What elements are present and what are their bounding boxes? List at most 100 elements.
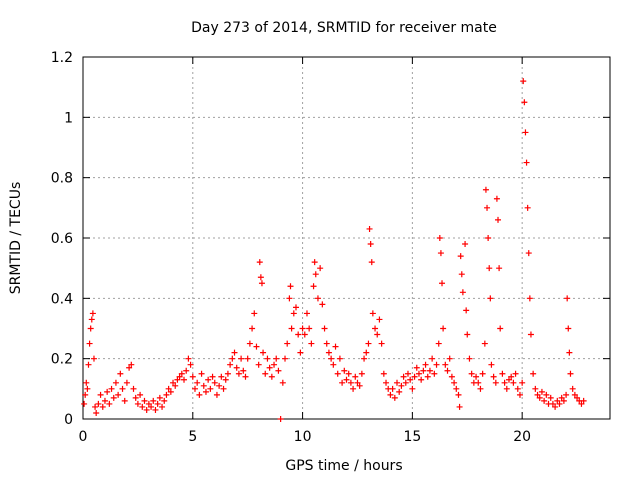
data-point <box>563 391 570 398</box>
data-point <box>242 373 249 380</box>
data-point <box>372 325 379 332</box>
data-point <box>341 367 348 374</box>
data-point <box>426 367 433 374</box>
grid-lines <box>83 57 610 419</box>
data-point <box>196 391 203 398</box>
data-point <box>567 370 574 377</box>
data-point <box>209 373 216 380</box>
data-point <box>200 382 207 389</box>
data-point <box>84 385 91 392</box>
data-point <box>527 331 534 338</box>
data-point <box>532 385 539 392</box>
data-point <box>321 325 328 332</box>
data-point <box>363 349 370 356</box>
data-point <box>165 385 172 392</box>
data-point <box>152 406 159 413</box>
data-point <box>380 370 387 377</box>
data-point <box>328 355 335 362</box>
data-point <box>429 355 436 362</box>
data-point <box>224 370 231 377</box>
axis-ticks: 0 5 10 15 20 0 0.2 0.4 0.6 0.8 1 1.2 <box>51 50 610 445</box>
data-point <box>325 349 332 356</box>
data-point <box>466 355 473 362</box>
data-point <box>260 349 267 356</box>
data-point <box>233 364 240 371</box>
data-point <box>495 216 502 223</box>
data-point <box>301 331 308 338</box>
data-point <box>436 235 443 241</box>
data-point <box>361 355 368 362</box>
data-point <box>352 373 359 380</box>
data-point <box>538 388 545 395</box>
data-point <box>418 376 425 383</box>
data-point <box>456 403 463 410</box>
data-point <box>411 373 418 380</box>
data-point <box>524 204 531 211</box>
y-tick-label: 1 <box>64 110 73 126</box>
data-point <box>453 385 460 392</box>
data-point <box>368 259 375 266</box>
data-point <box>87 325 94 332</box>
data-point <box>295 331 302 338</box>
data-point <box>464 331 471 338</box>
data-point <box>552 403 559 410</box>
data-point <box>402 379 409 386</box>
data-point <box>526 295 533 302</box>
data-point <box>89 310 96 317</box>
data-point <box>487 295 494 302</box>
data-point <box>569 385 576 392</box>
data-point <box>194 379 201 386</box>
data-point <box>101 397 108 404</box>
data-point <box>492 379 499 386</box>
y-tick-label: 0.2 <box>51 352 73 368</box>
data-point <box>394 379 401 386</box>
data-point <box>92 403 99 410</box>
data-point <box>108 385 115 392</box>
data-point <box>516 391 523 398</box>
data-point <box>433 361 440 368</box>
data-point <box>286 295 293 302</box>
data-point <box>508 373 515 380</box>
data-point <box>374 331 381 338</box>
data-point <box>148 403 155 410</box>
data-point <box>132 394 139 401</box>
data-point <box>521 99 528 106</box>
data-point <box>97 391 104 398</box>
data-point <box>536 394 543 401</box>
data-point <box>191 385 198 392</box>
data-point <box>106 400 113 407</box>
data-point <box>566 349 573 356</box>
data-point <box>439 280 446 287</box>
data-point <box>512 370 519 377</box>
data-point <box>534 391 541 398</box>
data-point <box>330 361 337 368</box>
y-tick-label: 0.6 <box>51 231 73 247</box>
data-point <box>356 382 363 389</box>
data-point <box>170 379 177 386</box>
data-point <box>222 376 229 383</box>
data-point <box>475 379 482 386</box>
data-point <box>367 241 374 248</box>
data-point <box>99 403 106 410</box>
data-point <box>273 355 280 362</box>
data-point <box>446 355 453 362</box>
data-point <box>409 385 416 392</box>
data-point <box>238 355 245 362</box>
data-point <box>488 361 495 368</box>
data-point <box>365 340 372 347</box>
data-point <box>287 283 294 290</box>
data-point <box>112 379 119 386</box>
data-point <box>303 310 310 317</box>
data-point <box>350 385 357 392</box>
data-point <box>86 340 93 347</box>
data-point <box>519 379 526 386</box>
data-point <box>505 376 512 383</box>
data-point <box>110 394 117 401</box>
data-point <box>134 400 141 407</box>
data-point <box>161 397 168 404</box>
data-point <box>167 388 174 395</box>
data-point <box>404 370 411 377</box>
data-point <box>310 283 317 290</box>
x-tick-label: 0 <box>79 429 88 445</box>
data-point <box>297 349 304 356</box>
